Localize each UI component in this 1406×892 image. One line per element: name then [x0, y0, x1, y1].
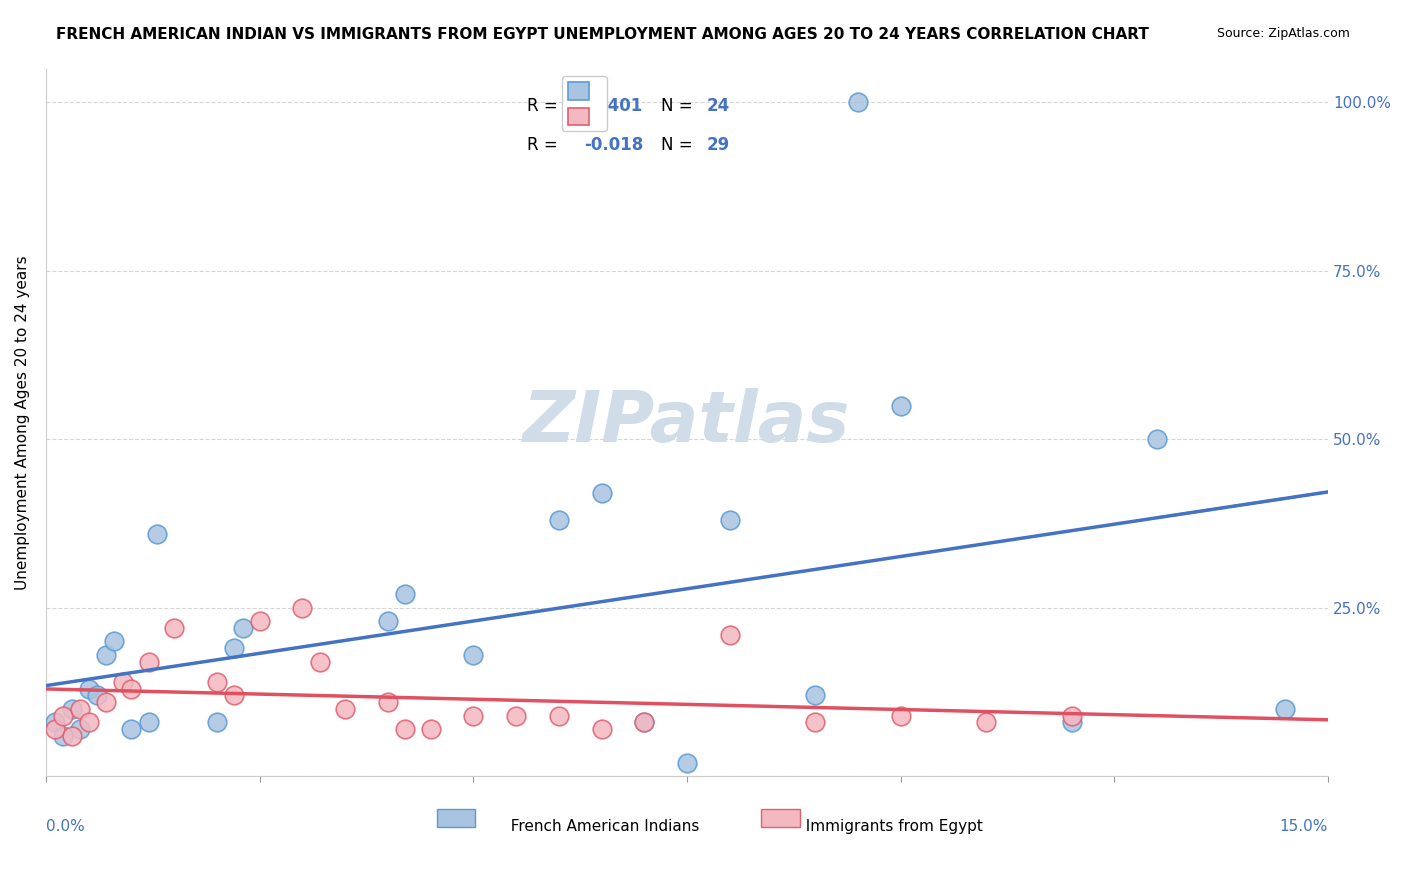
Y-axis label: Unemployment Among Ages 20 to 24 years: Unemployment Among Ages 20 to 24 years: [15, 255, 30, 590]
Point: [394, 722, 416, 736]
Point: [249, 614, 271, 628]
Point: [463, 708, 485, 723]
Point: [44, 722, 66, 736]
Point: [547, 513, 569, 527]
Text: R =: R =: [527, 136, 558, 153]
Point: [44, 715, 66, 730]
Point: [52, 729, 75, 743]
Point: [205, 674, 228, 689]
Text: 0.401: 0.401: [585, 97, 643, 115]
Text: Immigrants from Egypt: Immigrants from Egypt: [796, 819, 983, 834]
Point: [1060, 708, 1083, 723]
Point: [77, 715, 100, 730]
Text: N =: N =: [661, 97, 699, 115]
Point: [52, 708, 75, 723]
Text: 15.0%: 15.0%: [1279, 819, 1329, 834]
Point: [232, 621, 254, 635]
Text: FRENCH AMERICAN INDIAN VS IMMIGRANTS FROM EGYPT UNEMPLOYMENT AMONG AGES 20 TO 24: FRENCH AMERICAN INDIAN VS IMMIGRANTS FRO…: [56, 27, 1149, 42]
Point: [86, 688, 108, 702]
Text: R =: R =: [527, 97, 558, 115]
Point: [377, 695, 399, 709]
Point: [222, 688, 245, 702]
Text: -0.018: -0.018: [585, 136, 644, 153]
Point: [138, 715, 160, 730]
Point: [547, 708, 569, 723]
Text: French American Indians: French American Indians: [501, 819, 700, 834]
Point: [163, 621, 186, 635]
Text: Source: ZipAtlas.com: Source: ZipAtlas.com: [1216, 27, 1350, 40]
Point: [591, 486, 613, 500]
Point: [1274, 702, 1296, 716]
Point: [505, 708, 527, 723]
Point: [890, 708, 912, 723]
Point: [633, 715, 655, 730]
Point: [804, 715, 827, 730]
Text: 0.0%: 0.0%: [46, 819, 84, 834]
Text: N =: N =: [661, 136, 699, 153]
Point: [333, 702, 356, 716]
Point: [77, 681, 100, 696]
Point: [419, 722, 441, 736]
Point: [718, 513, 741, 527]
Point: [676, 756, 699, 770]
Point: [846, 95, 869, 110]
Point: [308, 655, 330, 669]
FancyBboxPatch shape: [762, 809, 800, 827]
Point: [222, 641, 245, 656]
Point: [138, 655, 160, 669]
Point: [974, 715, 997, 730]
Point: [718, 627, 741, 641]
Point: [69, 722, 91, 736]
Text: 24: 24: [706, 97, 730, 115]
Point: [591, 722, 613, 736]
Point: [377, 614, 399, 628]
Point: [69, 702, 91, 716]
Point: [60, 702, 83, 716]
Point: [1060, 715, 1083, 730]
Legend: , : ,: [561, 76, 607, 131]
Point: [94, 648, 117, 662]
FancyBboxPatch shape: [437, 809, 475, 827]
Text: 29: 29: [706, 136, 730, 153]
Point: [291, 600, 314, 615]
Point: [205, 715, 228, 730]
Point: [146, 526, 169, 541]
Point: [103, 634, 125, 648]
Point: [94, 695, 117, 709]
Point: [890, 399, 912, 413]
Point: [120, 722, 142, 736]
Point: [804, 688, 827, 702]
Point: [633, 715, 655, 730]
Point: [111, 674, 134, 689]
Point: [394, 587, 416, 601]
Point: [120, 681, 142, 696]
Point: [60, 729, 83, 743]
Text: ZIPatlas: ZIPatlas: [523, 388, 851, 457]
Point: [1146, 432, 1168, 446]
Point: [463, 648, 485, 662]
